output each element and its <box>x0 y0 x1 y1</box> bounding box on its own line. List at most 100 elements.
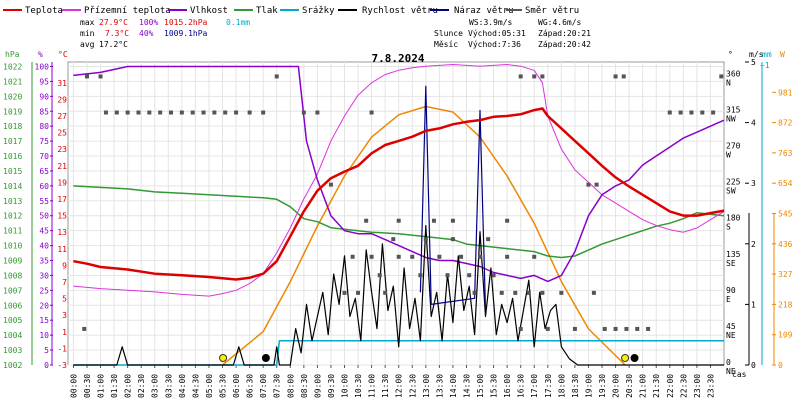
wind-dir-point <box>491 273 496 278</box>
wind-dir-point <box>369 254 374 259</box>
x-tick-label: 13:00 <box>422 374 431 398</box>
wind-wg: WG:4.6m/s <box>538 18 582 27</box>
hpa-tick-label: 1019 <box>3 107 22 116</box>
wind-dir-point <box>169 110 174 115</box>
x-tick-label: 09:30 <box>327 374 336 398</box>
wind-dir-point <box>179 110 184 115</box>
axis-title-deg: ° <box>728 50 733 59</box>
legend-label: Vlhkost <box>190 6 228 16</box>
stat-avg-label: avg <box>80 40 95 49</box>
deg-dir-label: W <box>726 151 731 160</box>
x-tick-label: 14:00 <box>449 374 458 398</box>
deg-tick-label: 225 <box>726 178 741 187</box>
stat-avg-temp: 17.2°C <box>99 40 128 49</box>
stat-min-label: min <box>80 29 95 38</box>
axis-title-time: čas <box>732 369 747 379</box>
wind-dir-point <box>450 237 455 242</box>
x-tick-label: 06:30 <box>246 374 255 398</box>
axis-title-ms: m/s <box>749 50 764 59</box>
wind-dir-point <box>635 326 640 331</box>
hpa-tick-label: 1007 <box>3 286 22 295</box>
hpa-tick-label: 1020 <box>3 92 22 101</box>
x-tick-label: 22:30 <box>679 374 688 398</box>
hpa-tick-label: 1014 <box>3 182 22 191</box>
pct-tick-label: 65 <box>39 167 49 176</box>
wind-dir-point <box>678 110 683 115</box>
wind-dir-point <box>201 110 206 115</box>
wind-dir-point <box>84 74 89 79</box>
deg-dir-label: NW <box>726 115 736 124</box>
wind-dir-point <box>383 290 388 295</box>
hpa-tick-label: 1002 <box>3 361 22 370</box>
sun-moon-markers <box>219 354 639 362</box>
deg-tick-label: 180 <box>726 214 741 223</box>
wm2-tick-label: 981 <box>778 88 793 97</box>
degc-tick-label: 9 <box>62 261 67 270</box>
degc-tick-label: 31 <box>57 79 67 88</box>
legend-item-ground-temp: Přízemní teplota <box>62 6 171 16</box>
wind-dir-point <box>572 326 577 331</box>
wind-dir-point <box>499 290 504 295</box>
legend-item-pressure: Tlak <box>234 6 278 16</box>
wm2-tick-label: 872 <box>778 119 793 128</box>
wind-dir-point <box>518 74 523 79</box>
x-tick-label: 03:00 <box>151 374 160 398</box>
wind-direction-layer <box>82 74 724 331</box>
series-temperature <box>73 107 725 281</box>
wind-dir-point <box>594 182 599 187</box>
pct-tick-label: 55 <box>39 197 49 206</box>
x-tick-label: 19:30 <box>598 374 607 398</box>
legend: Teplota Přízemní teplota Vlhkost Tlak Sr… <box>3 6 579 16</box>
stat-max-temp: 27.9°C <box>99 18 128 27</box>
wind-dir-point <box>247 110 252 115</box>
x-tick-label: 08:30 <box>300 374 309 398</box>
x-tick-label: 07:00 <box>259 374 268 398</box>
pct-tick-label: 10 <box>39 331 49 340</box>
x-tick-label: 11:30 <box>381 374 390 398</box>
stat-min-hum: 40% <box>139 29 154 38</box>
ms-tick-label: 0 <box>751 361 756 370</box>
wind-dir-point <box>621 74 626 79</box>
degc-tick-label: 3 <box>62 311 67 320</box>
x-tick-label: 04:00 <box>178 374 187 398</box>
x-tick-label: 10:00 <box>340 374 349 398</box>
hpa-tick-label: 1016 <box>3 152 22 161</box>
ms-tick-label: 2 <box>751 240 756 249</box>
wind-dir-point <box>700 110 705 115</box>
series-pressure <box>73 185 725 259</box>
wm2-tick-label: 109 <box>778 331 793 340</box>
axis-title-wm2: W <box>780 50 785 59</box>
hpa-tick-label: 1006 <box>3 301 22 310</box>
series-wind-speed <box>73 225 724 366</box>
moon-label: Měsíc <box>434 40 458 49</box>
stat-max-hum: 100% <box>139 18 158 27</box>
x-tick-label: 03:30 <box>164 374 173 398</box>
x-tick-label: 17:00 <box>530 374 539 398</box>
pct-tick-label: 50 <box>39 212 49 221</box>
x-tick-label: 01:30 <box>110 374 119 398</box>
legend-item-wind-dir: Směr větru <box>506 6 579 16</box>
wind-dir-point <box>103 110 108 115</box>
marker-moonrise <box>261 354 270 362</box>
sun-set: Západ:20:21 <box>538 29 591 38</box>
wm2-tick-label: 327 <box>778 270 793 279</box>
degc-tick-label: 25 <box>57 129 67 138</box>
wind-dir-point <box>190 110 195 115</box>
x-tick-label: 15:30 <box>490 374 499 398</box>
wind-dir-point <box>234 110 239 115</box>
x-tick-label: 06:00 <box>232 374 241 398</box>
legend-label: Náraz větru <box>454 6 514 16</box>
chart-title: 7.8.2024 <box>372 52 425 65</box>
wind-dir-point <box>540 74 545 79</box>
wind-dir-point <box>711 110 716 115</box>
degc-tick-label: 19 <box>57 178 67 187</box>
degc-tick-label: 21 <box>57 162 67 171</box>
wm2-tick-label: 545 <box>778 210 793 219</box>
x-tick-label: 16:30 <box>517 374 526 398</box>
wind-dir-point <box>613 326 618 331</box>
x-tick-label: 13:30 <box>435 374 444 398</box>
x-tick-label: 02:00 <box>124 374 133 398</box>
wind-dir-point <box>98 74 103 79</box>
wm2-tick-label: 0 <box>778 361 783 370</box>
